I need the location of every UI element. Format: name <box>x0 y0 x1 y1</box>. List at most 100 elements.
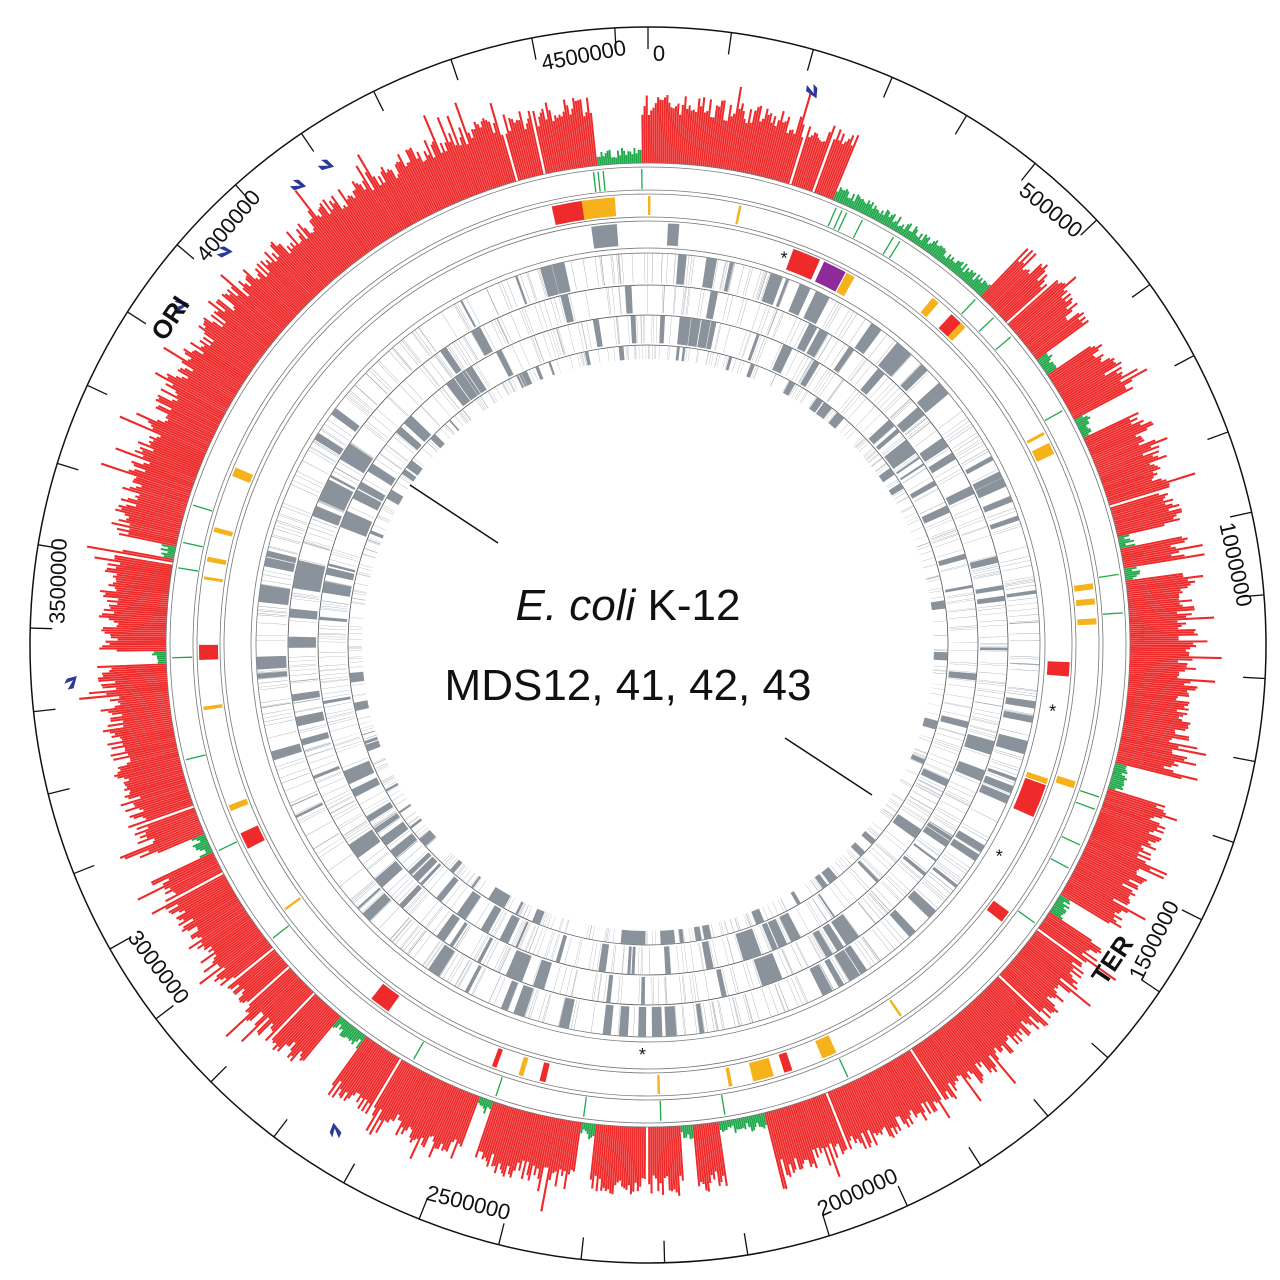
green-mark <box>1061 835 1081 846</box>
deletion-block <box>947 322 966 341</box>
axis-tick <box>580 1237 585 1260</box>
green-mark <box>1075 801 1096 810</box>
axis-tick <box>1212 834 1234 844</box>
deletion-block <box>920 297 939 318</box>
axis-tick <box>373 90 384 112</box>
gene-track-2 <box>288 285 1008 1005</box>
asterisk-mark: * <box>781 248 788 268</box>
chevron-marker-icon <box>329 1122 342 1139</box>
tick-label: 1500000 <box>1124 896 1184 984</box>
green-mark <box>1017 910 1035 924</box>
green-mark <box>888 240 901 259</box>
chevron-marker-icon <box>173 299 189 312</box>
deletion-block <box>581 197 617 220</box>
green-mark <box>995 336 1012 351</box>
deletion-block <box>591 224 619 249</box>
deletion-block <box>203 704 223 711</box>
axis-tick <box>30 627 53 630</box>
green-mark <box>1079 790 1100 798</box>
deletion-block <box>203 576 224 583</box>
green-mark <box>852 219 863 239</box>
deletion-block <box>1013 777 1047 818</box>
green-mark <box>178 567 199 572</box>
axis-tick <box>822 1214 830 1237</box>
track-ring <box>223 220 1073 1070</box>
tick-label: 2000000 <box>813 1163 901 1222</box>
deletion-block <box>551 200 588 226</box>
axis-tick <box>897 1185 908 1207</box>
chevron-marker-icon <box>216 246 233 258</box>
asterisk-mark: * <box>1049 701 1056 721</box>
green-mark <box>1044 410 1063 422</box>
deletion-block <box>814 261 846 292</box>
tick-label: 2500000 <box>424 1180 513 1225</box>
axis-tick <box>663 1240 666 1263</box>
chevron-marker-icon <box>64 675 77 690</box>
axis-tick <box>450 59 459 81</box>
axis-tick <box>38 544 60 550</box>
track-ring <box>192 189 1104 1101</box>
green-mark <box>838 1058 849 1078</box>
deletion-block <box>228 798 249 812</box>
axis-tick <box>1233 756 1256 763</box>
axis-tick <box>300 132 315 152</box>
green-mark <box>172 656 193 659</box>
green-mark <box>659 1100 662 1121</box>
axis-tick <box>1020 162 1036 181</box>
green-mark <box>185 754 206 761</box>
gene-track-4 <box>348 345 948 945</box>
tick-label: 4500000 <box>539 35 628 76</box>
asterisk-mark: * <box>996 846 1003 866</box>
axis-tick <box>176 244 195 260</box>
green-mark <box>272 925 290 939</box>
green-mark <box>833 210 843 229</box>
axis-tick <box>806 49 814 71</box>
deletion-block <box>725 1067 733 1087</box>
track-ring <box>165 162 1131 1128</box>
deletion-block <box>815 1035 837 1059</box>
green-mark <box>183 541 203 548</box>
chevron-marker-icon <box>317 159 335 171</box>
deletion-block <box>240 825 265 849</box>
axis-tick <box>1243 676 1266 680</box>
ori-label: ORI <box>145 290 196 345</box>
axis-tick <box>1174 354 1195 367</box>
deletion-block <box>199 644 219 661</box>
deletion-block <box>284 897 302 911</box>
axis-tick <box>1140 979 1160 993</box>
gene-tracks <box>256 253 1040 1037</box>
axis-tick <box>33 708 56 713</box>
deletion-block <box>539 1062 550 1083</box>
green-mark <box>495 1076 503 1097</box>
deletion-block <box>986 900 1010 922</box>
tick-label: 4000000 <box>191 185 266 266</box>
axis-tick <box>743 1233 749 1255</box>
tick-label: 0 <box>653 41 665 66</box>
gene-track-1 <box>256 253 1040 1037</box>
deletion-block <box>1026 432 1045 444</box>
deletion-block <box>657 1074 661 1094</box>
chevron-marker-icon <box>806 83 818 99</box>
green-mark <box>1102 612 1123 615</box>
axis-tick <box>968 1146 982 1167</box>
green-mark <box>602 171 606 192</box>
deletion-block <box>1046 661 1070 677</box>
deletion-block <box>371 983 400 1012</box>
track-rings <box>165 162 1131 1128</box>
deletion-block <box>1077 618 1097 626</box>
track-ring <box>347 344 949 946</box>
green-mark <box>592 172 597 193</box>
deletion-block <box>748 1057 774 1082</box>
axis-tick <box>882 77 893 98</box>
coverage-histogram <box>79 86 1222 1212</box>
axis-tick <box>235 184 251 202</box>
deletion-block <box>1031 442 1055 462</box>
axis-tick <box>273 1118 288 1138</box>
deletion-block <box>889 999 902 1017</box>
green-mark <box>413 1041 425 1060</box>
axis-tick <box>343 1163 356 1184</box>
pointer-line <box>409 484 499 544</box>
axis-tick <box>1080 219 1098 236</box>
axis-tick <box>210 1065 227 1083</box>
axis-tick <box>418 1198 428 1220</box>
